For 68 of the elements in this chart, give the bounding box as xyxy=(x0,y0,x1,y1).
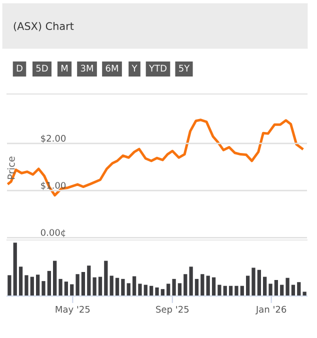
bar xyxy=(172,278,176,296)
bar xyxy=(110,276,114,296)
bar xyxy=(98,276,102,296)
bar xyxy=(64,282,68,296)
bar xyxy=(76,274,80,296)
bar xyxy=(47,270,51,296)
text: YTD xyxy=(148,64,166,72)
bar xyxy=(70,284,74,296)
bar xyxy=(92,277,96,296)
bar xyxy=(280,284,284,296)
bar xyxy=(302,292,306,296)
bar xyxy=(87,266,91,296)
bar xyxy=(228,286,233,296)
bar xyxy=(144,284,148,296)
y-axis-title: Price xyxy=(7,156,15,179)
bar xyxy=(257,270,261,296)
bar xyxy=(155,287,159,296)
bar xyxy=(286,278,290,296)
bar xyxy=(184,274,188,296)
bar xyxy=(30,276,34,296)
bar xyxy=(8,275,12,296)
bar xyxy=(58,278,62,296)
text: M xyxy=(61,64,68,72)
bar xyxy=(178,283,182,296)
chart-title: (ASX) Chart xyxy=(14,22,74,32)
bar xyxy=(18,266,23,296)
bar xyxy=(268,284,272,296)
bar xyxy=(297,282,301,296)
text: 5D xyxy=(36,64,48,72)
bar xyxy=(132,276,136,296)
bar xyxy=(36,274,40,296)
bar xyxy=(150,286,154,296)
bar xyxy=(234,286,238,296)
bar xyxy=(160,289,164,296)
bar xyxy=(166,284,170,296)
y-tick-label: 0.00¢ xyxy=(40,229,66,238)
bar xyxy=(42,281,46,296)
x-tick-label: Jan '26 xyxy=(255,306,286,314)
bar xyxy=(115,278,120,296)
bar xyxy=(138,284,142,296)
bar xyxy=(104,260,108,296)
bar xyxy=(274,280,278,296)
bar xyxy=(206,276,210,296)
x-tick-label: May '25 xyxy=(56,306,90,314)
bar xyxy=(223,286,227,296)
bar xyxy=(240,286,244,296)
bar xyxy=(212,277,216,296)
bar xyxy=(291,284,296,296)
bar xyxy=(194,278,199,296)
bar xyxy=(200,274,204,296)
bar xyxy=(189,266,193,296)
text: 6M xyxy=(106,64,118,72)
text: 5Y xyxy=(179,64,190,72)
bar xyxy=(24,275,28,296)
bar xyxy=(252,268,256,296)
x-tick-label: Sep '25 xyxy=(156,306,189,314)
text: Y xyxy=(132,64,138,72)
y-tick-label: $2.00 xyxy=(41,134,66,143)
bar xyxy=(126,283,130,296)
text: D xyxy=(16,64,22,72)
bar xyxy=(121,278,125,296)
bar xyxy=(53,260,57,296)
bar xyxy=(246,276,250,296)
text: 3M xyxy=(80,64,93,72)
bar xyxy=(13,242,17,296)
bar xyxy=(263,276,267,296)
bar xyxy=(218,284,222,296)
bar xyxy=(81,272,86,296)
